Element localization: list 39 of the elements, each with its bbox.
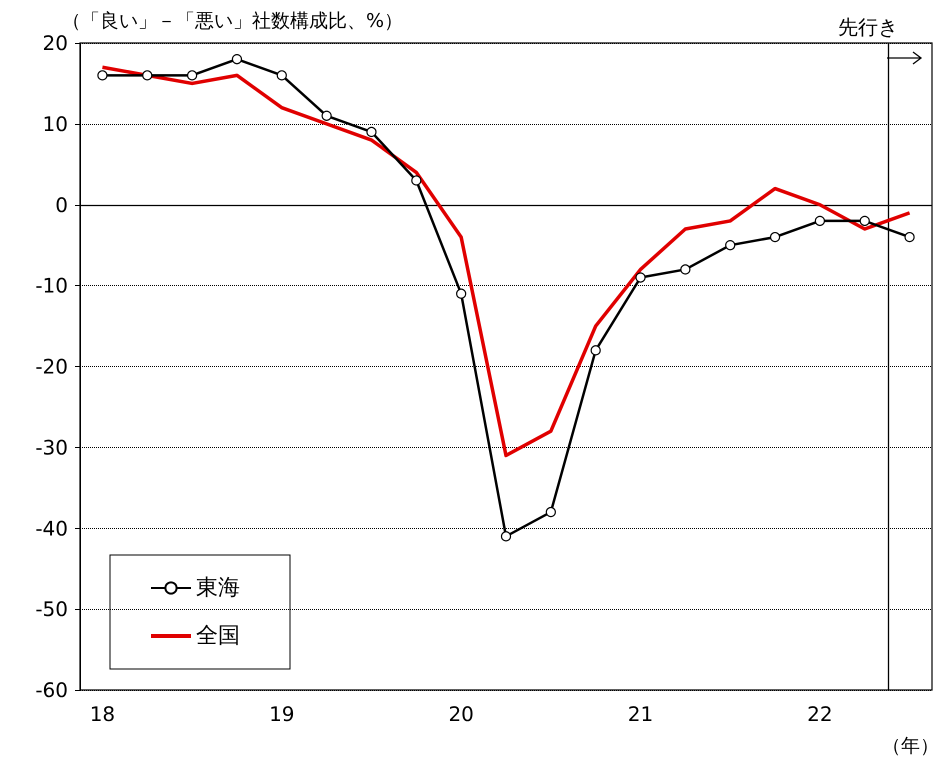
point [411, 175, 422, 186]
line-series [100, 66, 912, 458]
point [904, 232, 915, 242]
point [814, 216, 825, 226]
y-tick-label: -50 [35, 597, 68, 622]
legend-label: 東海 [196, 576, 240, 600]
ref-line-label: 先行き [838, 15, 898, 39]
point [142, 70, 152, 80]
y-tick-label: -30 [35, 435, 68, 460]
y-tick-label: 20 [42, 31, 68, 55]
y-tick-label: -20 [35, 354, 68, 378]
x-tick-label: 18 [90, 702, 116, 726]
point [635, 272, 646, 283]
point [500, 531, 512, 542]
x-axis-title: （年） [882, 734, 939, 759]
point [232, 54, 242, 64]
point [456, 288, 466, 299]
y-tick-label: 10 [42, 112, 68, 136]
point [725, 240, 736, 250]
point [276, 70, 287, 80]
y-tick-label: -60 [35, 678, 68, 702]
y-tick-label: 0 [55, 192, 68, 217]
point [97, 70, 108, 80]
point [680, 264, 690, 275]
y-tick-label: -10 [35, 274, 68, 298]
point [590, 345, 601, 356]
legend-label: 全国 [196, 624, 240, 648]
point [322, 110, 332, 121]
point [770, 232, 780, 242]
y-tick-label: -40 [35, 516, 68, 540]
point [366, 126, 377, 138]
x-tick-label: 21 [628, 702, 654, 726]
point [187, 70, 198, 80]
x-tick-label: 22 [807, 702, 833, 726]
x-tick-label: 20 [448, 702, 474, 726]
point [860, 216, 870, 226]
x-tick-label: 19 [269, 702, 295, 726]
y-axis-title: （「良い」－「悪い」社数構成比、%） [62, 9, 404, 34]
point [546, 506, 556, 518]
